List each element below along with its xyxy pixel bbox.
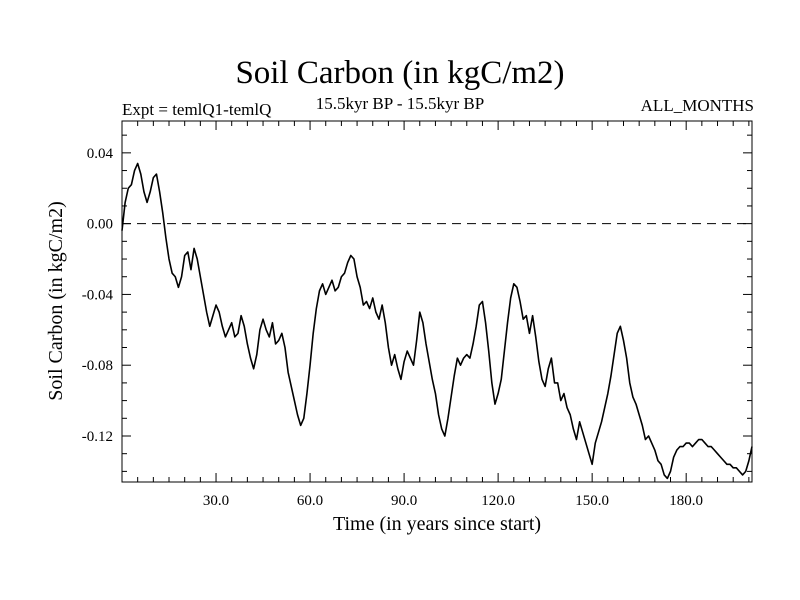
x-tick-label: 90.0 [391, 493, 417, 509]
x-tick-label: 120.0 [481, 493, 515, 509]
y-axis: 0.04 0.00 -0.04 -0.08 -0.12 [82, 134, 752, 472]
months-label: ALL_MONTHS [640, 96, 754, 115]
x-tick-label: 60.0 [297, 493, 323, 509]
chart-title: Soil Carbon (in kgC/m2) [235, 55, 565, 91]
plot-frame [121, 120, 753, 483]
x-tick-label: 180.0 [669, 493, 703, 509]
y-tick-label: 0.04 [87, 146, 114, 162]
x-axis: 30.0 60.0 90.0 120.0 150.0 180.0 [137, 121, 750, 509]
y-tick-label: 0.00 [87, 217, 113, 233]
period-label: 15.5kyr BP - 15.5kyr BP [315, 94, 485, 113]
x-tick-label: 150.0 [575, 493, 609, 509]
x-tick-label: 30.0 [203, 493, 229, 509]
y-tick-label: -0.12 [82, 429, 113, 445]
experiment-label: Expt = temlQ1-temlQ [122, 100, 272, 119]
y-tick-label: -0.04 [82, 287, 114, 303]
y-axis-label: Soil Carbon (in kgC/m2) [45, 201, 67, 400]
y-tick-label: -0.08 [82, 358, 113, 374]
soil-carbon-series-line [121, 162, 753, 480]
x-axis-label: Time (in years since start) [333, 513, 541, 535]
